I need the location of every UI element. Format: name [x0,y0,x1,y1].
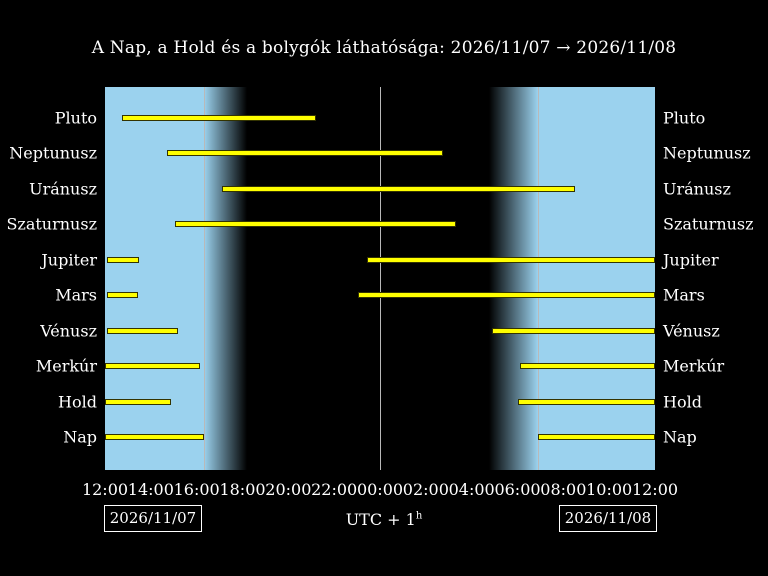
x-tick-label: 08:00 [540,480,587,499]
visibility-bar [107,327,179,334]
body-label-left: Merkúr [35,356,97,376]
body-label-right: Neptunusz [663,143,751,163]
body-label-right: Uránusz [663,179,731,199]
x-tick-label: 06:00 [494,480,541,499]
visibility-bar [358,292,655,299]
x-tick-label: 00:00 [356,480,404,499]
body-label-left: Vénusz [40,321,97,341]
x-tick-label: 04:00 [448,480,495,499]
gridline [203,87,205,470]
x-tick-label: 10:00 [586,480,633,499]
body-label-left: Hold [58,392,97,412]
timezone-text: UTC + 1 [345,510,416,529]
date-box-right: 2026/11/08 [559,505,657,532]
visibility-bar [105,398,172,405]
visibility-bar [166,150,444,157]
visibility-bar [107,292,139,299]
visibility-bar [107,256,140,263]
body-label-right: Merkúr [663,356,725,376]
body-label-right: Mars [663,285,705,305]
x-tick-label: 18:00 [219,480,266,499]
x-tick-label: 20:00 [265,480,312,499]
daylight-band-morning [538,87,655,470]
body-label-right: Vénusz [663,321,720,341]
timezone-label: UTC + 1h [0,510,768,529]
plot-area [105,87,655,470]
dawn-gradient [488,87,539,470]
visibility-bar [105,363,201,370]
gridline [538,87,540,470]
timezone-superscript: h [415,510,423,522]
body-label-left: Nap [63,427,97,447]
dusk-gradient [203,87,248,470]
visibility-bar [105,433,204,440]
body-label-left: Uránusz [29,179,97,199]
visibility-bar [174,221,456,228]
gridline [380,87,381,470]
x-tick-label: 14:00 [127,480,174,499]
visibility-bar [221,185,575,192]
x-tick-label: 12:00 [81,480,129,499]
body-label-right: Hold [663,392,702,412]
body-label-left: Jupiter [41,250,97,270]
x-tick-label: 12:00 [631,480,679,499]
x-tick-label: 22:00 [311,480,358,499]
body-label-right: Pluto [663,108,706,128]
x-tick-label: 02:00 [402,480,449,499]
visibility-bar [538,433,655,440]
visibility-bar [519,363,655,370]
body-label-left: Pluto [54,108,97,128]
visibility-bar [517,398,655,405]
visibility-bar [492,327,655,334]
body-label-right: Szaturnusz [663,214,754,234]
x-tick-label: 16:00 [173,480,220,499]
body-label-right: Jupiter [663,250,719,270]
daylight-band-evening [105,87,204,470]
body-label-right: Nap [663,427,697,447]
visibility-bar [122,115,316,121]
visibility-bar [367,256,655,263]
body-label-left: Szaturnusz [6,214,97,234]
chart-title: A Nap, a Hold és a bolygók láthatósága: … [91,38,677,58]
body-label-left: Mars [55,285,97,305]
body-label-left: Neptunusz [9,143,97,163]
date-box-left: 2026/11/07 [104,505,202,532]
